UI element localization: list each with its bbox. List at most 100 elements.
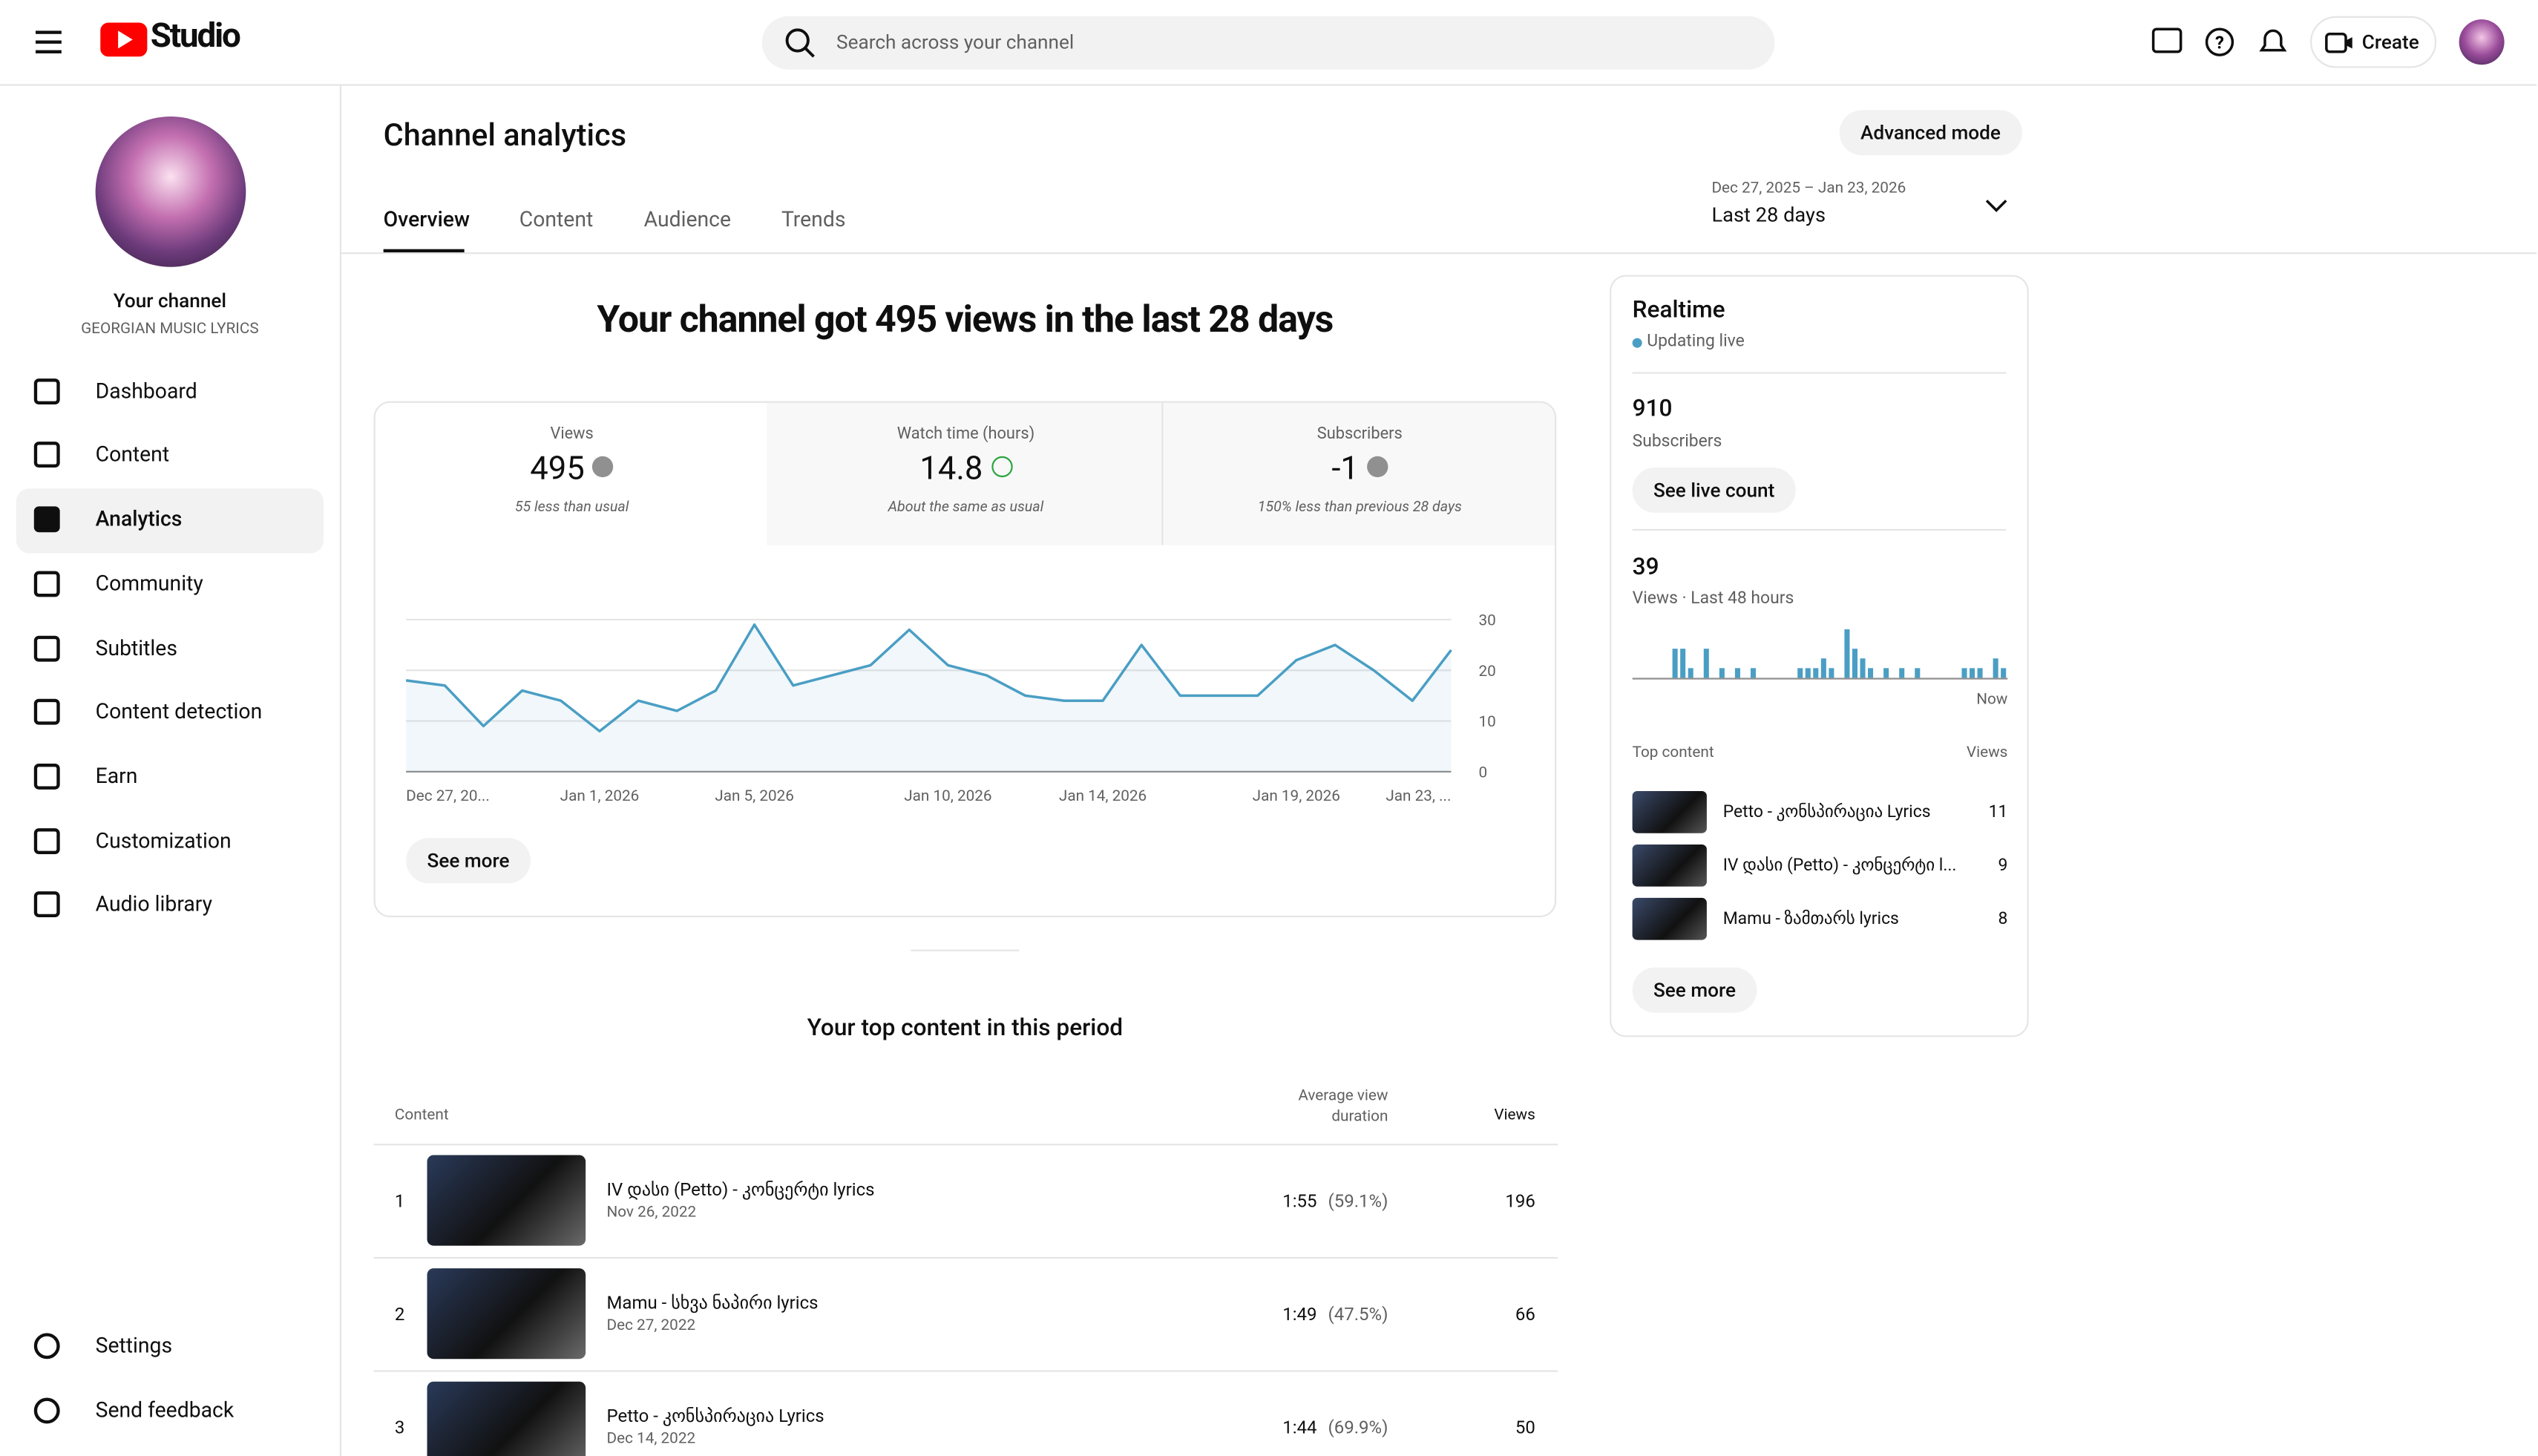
metric-icon xyxy=(1366,456,1388,478)
realtime-status: Updating live xyxy=(1647,329,1745,352)
metric-number: 495 xyxy=(530,447,585,488)
row-title[interactable]: Mamu - სხვა ნაპირი lyrics xyxy=(606,1292,819,1314)
row-title[interactable]: Petto - კონსპირაცია Lyrics xyxy=(606,1406,824,1427)
bar xyxy=(1993,658,1998,678)
bar xyxy=(1970,668,1975,678)
channel-subtitle: GEORGIAN MUSIC LYRICS xyxy=(81,320,259,338)
nav-item[interactable]: Customization xyxy=(16,810,324,875)
hourly-chart xyxy=(1632,629,2008,680)
advanced-mode-button[interactable]: Advanced mode xyxy=(1839,110,2022,156)
row-divider xyxy=(373,1370,1558,1372)
tab[interactable]: Content xyxy=(519,209,594,233)
nav-item[interactable]: Dashboard xyxy=(16,361,324,425)
nav-item[interactable]: Content detection xyxy=(16,681,324,746)
top-title[interactable]: Petto - კონსპირაცია Lyrics xyxy=(1722,801,1931,822)
top-views: 9 xyxy=(1998,854,2008,876)
bar xyxy=(1852,649,1858,678)
period[interactable]: Last 28 days xyxy=(1711,203,1826,229)
top-title[interactable]: Mamu - ზამთარს lyrics xyxy=(1722,907,1899,929)
column-header[interactable]: Views xyxy=(1494,1106,1535,1125)
search-box[interactable]: Search across your channel xyxy=(761,16,1775,70)
nav-icon xyxy=(33,763,60,790)
dropdown-icon[interactable] xyxy=(1985,197,2008,214)
realtime-views: 39 xyxy=(1632,553,1659,581)
nav-label: Audio library xyxy=(95,893,213,918)
bar xyxy=(2001,668,2007,678)
see-live-count[interactable]: See live count xyxy=(1632,468,1796,514)
tab[interactable]: Overview xyxy=(383,209,470,233)
row-rank: 1 xyxy=(394,1190,405,1212)
search-placeholder: Search across your channel xyxy=(836,30,1075,53)
create-icon xyxy=(2325,33,2352,53)
logo-text[interactable]: Studio xyxy=(150,17,241,57)
nav-item[interactable]: Audio library xyxy=(16,873,324,938)
row-duration: 1:44 xyxy=(1282,1417,1317,1439)
header-icons[interactable]: ? xyxy=(2151,26,2297,59)
metric[interactable]: Subscribers -1 150% less than previous 28 … xyxy=(1163,403,1556,545)
nav-icon xyxy=(33,698,60,725)
metric[interactable]: Watch time (hours) 14.8 About the same as … xyxy=(770,403,1163,545)
nav-label: Send feedback xyxy=(95,1399,235,1424)
top-views: 8 xyxy=(1998,907,2008,929)
nav-item[interactable]: Earn xyxy=(16,746,324,810)
row-views: 196 xyxy=(1505,1190,1535,1212)
row-duration: 1:55 xyxy=(1282,1190,1317,1212)
views-column-label: Views xyxy=(1966,744,2008,762)
nav-item[interactable]: Content xyxy=(16,424,324,488)
column-header: Content xyxy=(394,1106,449,1125)
thumbnail[interactable] xyxy=(1632,844,1707,887)
row-date: Nov 26, 2022 xyxy=(606,1203,697,1221)
row-divider xyxy=(373,1144,1558,1146)
tab[interactable]: Trends xyxy=(781,209,846,233)
thumbnail[interactable] xyxy=(1632,791,1707,833)
nav-label: Customization xyxy=(95,830,232,855)
thumbnail[interactable] xyxy=(427,1381,586,1456)
bar xyxy=(1860,658,1866,678)
tab[interactable]: Audience xyxy=(643,209,732,233)
nav-item[interactable]: Settings xyxy=(16,1315,324,1380)
nav-icon xyxy=(33,378,60,404)
bar xyxy=(1813,668,1819,678)
nav-label: Dashboard xyxy=(95,380,197,404)
chart-see-more[interactable]: See more xyxy=(406,838,531,884)
column-header: Average view duration xyxy=(1298,1086,1388,1127)
nav-item[interactable]: Send feedback xyxy=(16,1380,324,1445)
nav-label: Community xyxy=(95,572,203,597)
thumbnail[interactable] xyxy=(1632,897,1707,940)
nav-item[interactable]: Subtitles xyxy=(16,618,324,683)
nav-label: Analytics xyxy=(95,508,183,533)
top-title[interactable]: IV დასი (Petto) - კონცერტი l... xyxy=(1722,854,1957,876)
realtime-see-more[interactable]: See more xyxy=(1632,967,1757,1013)
menu-icon[interactable] xyxy=(35,29,65,55)
logo-icon[interactable] xyxy=(100,22,148,59)
bar xyxy=(1734,668,1740,678)
row-title[interactable]: IV დასი (Petto) - კონცერტი lyrics xyxy=(606,1179,875,1201)
realtime-title: Realtime xyxy=(1632,295,1725,324)
bar xyxy=(1820,658,1826,678)
thumbnail[interactable] xyxy=(427,1155,586,1246)
top-content-label: Top content xyxy=(1632,744,1714,762)
channel-avatar[interactable] xyxy=(95,116,246,267)
bar xyxy=(1961,668,1967,678)
nav-icon xyxy=(33,891,60,918)
create-button[interactable]: Create xyxy=(2310,16,2437,68)
nav-item[interactable]: Analytics xyxy=(16,488,324,554)
nav-item[interactable]: Community xyxy=(16,554,324,618)
metric-divider xyxy=(1161,402,1164,545)
create-label: Create xyxy=(2361,30,2419,53)
metric-number: -1 xyxy=(1331,447,1359,488)
thumbnail[interactable] xyxy=(427,1268,586,1360)
date-range: Dec 27, 2025 – Jan 23, 2026 xyxy=(1711,179,1906,197)
separator xyxy=(911,949,1020,951)
bar xyxy=(1805,668,1811,678)
realtime-card xyxy=(1610,275,2029,1037)
metric-label: Subscribers xyxy=(1316,425,1403,444)
metric[interactable]: Views 495 55 less than usual xyxy=(376,403,769,545)
nav-icon xyxy=(33,1333,60,1360)
nav-icon xyxy=(33,506,60,533)
bar xyxy=(1750,668,1757,678)
avatar[interactable] xyxy=(2459,19,2505,65)
metric-note: 150% less than previous 28 days xyxy=(1257,499,1462,517)
realtime-views-label: Views · Last 48 hours xyxy=(1632,587,1794,609)
headline: Your channel got 495 views in the last 2… xyxy=(597,298,1334,341)
